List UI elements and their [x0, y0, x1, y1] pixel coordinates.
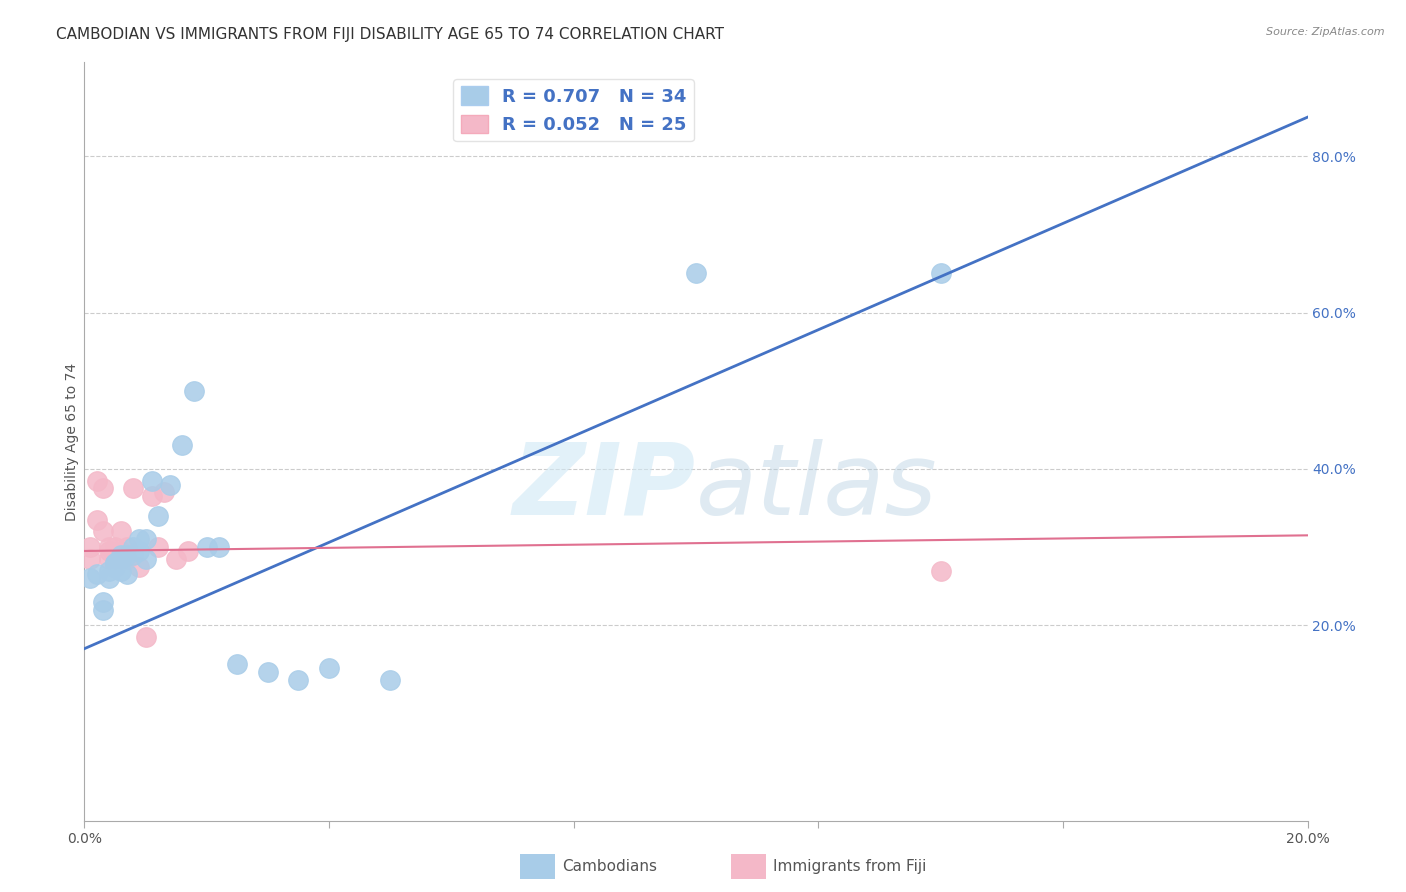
Point — [287, 673, 309, 687]
Point — [79, 540, 101, 554]
Point — [104, 556, 127, 570]
Point — [159, 477, 181, 491]
Point — [929, 564, 952, 578]
Point — [97, 544, 120, 558]
Point — [91, 482, 114, 496]
Point — [122, 540, 145, 554]
Point — [110, 551, 132, 566]
Point — [122, 482, 145, 496]
Legend: R = 0.707   N = 34, R = 0.052   N = 25: R = 0.707 N = 34, R = 0.052 N = 25 — [454, 79, 693, 141]
Point — [110, 548, 132, 562]
Text: Source: ZipAtlas.com: Source: ZipAtlas.com — [1267, 27, 1385, 37]
Point — [195, 540, 218, 554]
Point — [128, 559, 150, 574]
Point — [929, 267, 952, 281]
Point — [115, 548, 138, 562]
Point — [104, 540, 127, 554]
Point — [177, 544, 200, 558]
Point — [318, 661, 340, 675]
Point — [110, 551, 132, 566]
Point — [685, 267, 707, 281]
Point — [86, 474, 108, 488]
Point — [128, 533, 150, 547]
Point — [79, 551, 101, 566]
Point — [141, 474, 163, 488]
Point — [226, 657, 249, 672]
Point — [122, 548, 145, 562]
Point — [183, 384, 205, 398]
Point — [110, 544, 132, 558]
Point — [135, 533, 157, 547]
Point — [146, 540, 169, 554]
Point — [153, 485, 176, 500]
Point — [97, 571, 120, 585]
Point — [380, 673, 402, 687]
Text: Immigrants from Fiji: Immigrants from Fiji — [773, 859, 927, 873]
Y-axis label: Disability Age 65 to 74: Disability Age 65 to 74 — [65, 362, 79, 521]
Text: atlas: atlas — [696, 439, 938, 535]
Point — [135, 551, 157, 566]
Point — [165, 551, 187, 566]
Point — [79, 571, 101, 585]
Point — [97, 551, 120, 566]
Point — [97, 540, 120, 554]
Point — [128, 544, 150, 558]
Point — [115, 567, 138, 582]
Text: ZIP: ZIP — [513, 439, 696, 535]
Text: CAMBODIAN VS IMMIGRANTS FROM FIJI DISABILITY AGE 65 TO 74 CORRELATION CHART: CAMBODIAN VS IMMIGRANTS FROM FIJI DISABI… — [56, 27, 724, 42]
Point — [257, 665, 280, 680]
Point — [104, 551, 127, 566]
Point — [97, 564, 120, 578]
Point — [115, 551, 138, 566]
Point — [110, 524, 132, 539]
Text: Cambodians: Cambodians — [562, 859, 658, 873]
Point — [104, 556, 127, 570]
Point — [86, 567, 108, 582]
Point — [91, 595, 114, 609]
Point — [91, 602, 114, 616]
Point — [91, 524, 114, 539]
Point — [172, 438, 194, 452]
Point — [135, 630, 157, 644]
Point — [146, 508, 169, 523]
Point — [141, 489, 163, 503]
Point — [104, 559, 127, 574]
Point — [110, 564, 132, 578]
Point — [86, 513, 108, 527]
Point — [115, 540, 138, 554]
Point — [208, 540, 231, 554]
